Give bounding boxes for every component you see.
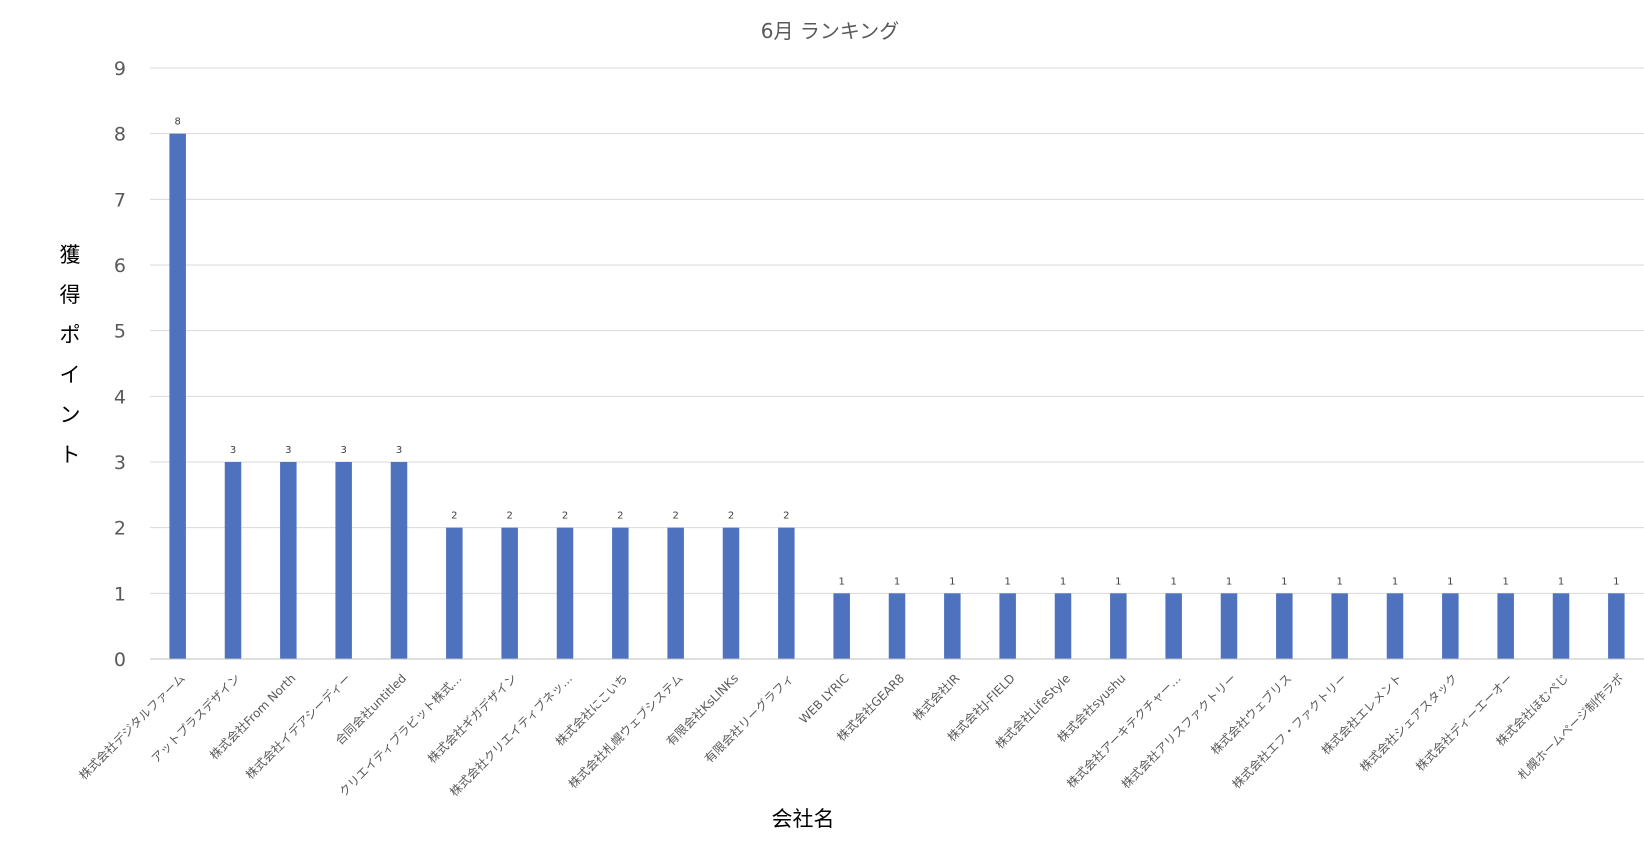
data-label: 2 bbox=[728, 511, 734, 522]
y-tick-label: 0 bbox=[114, 649, 126, 671]
y-tick-label: 2 bbox=[114, 518, 126, 540]
bar bbox=[1276, 593, 1293, 659]
data-label: 2 bbox=[451, 511, 457, 522]
data-label: 2 bbox=[617, 511, 623, 522]
bar bbox=[556, 527, 574, 659]
bar bbox=[888, 593, 906, 659]
bar bbox=[999, 593, 1016, 659]
data-label: 3 bbox=[285, 445, 291, 456]
bars bbox=[169, 133, 1625, 659]
x-tick-label: 株式会社IR bbox=[909, 671, 962, 724]
data-label: 2 bbox=[506, 511, 512, 522]
bar bbox=[778, 527, 795, 659]
data-label: 3 bbox=[396, 445, 402, 456]
data-label: 1 bbox=[838, 576, 844, 587]
data-label: 1 bbox=[1613, 576, 1619, 587]
gridlines bbox=[150, 67, 1644, 594]
x-tick-label: 札幌ホームページ制作ラボ bbox=[1514, 671, 1626, 783]
x-axis-title: 会社名 bbox=[772, 807, 835, 831]
bar bbox=[1497, 593, 1514, 659]
data-label: 8 bbox=[174, 117, 180, 128]
bar bbox=[722, 527, 740, 659]
y-axis-title: 獲得ポイント bbox=[60, 243, 81, 467]
chart-title: 6月 ランキング bbox=[761, 19, 899, 43]
bar bbox=[169, 133, 186, 659]
x-tick-label: 株式会社シェアスタック bbox=[1356, 671, 1460, 775]
data-label: 1 bbox=[1502, 576, 1508, 587]
data-label: 1 bbox=[1336, 576, 1342, 587]
y-tick-label: 4 bbox=[114, 386, 126, 408]
bar bbox=[1331, 593, 1348, 659]
data-label: 2 bbox=[783, 511, 789, 522]
y-tick-label: 9 bbox=[114, 58, 126, 80]
data-label: 1 bbox=[1226, 576, 1232, 587]
data-label: 1 bbox=[1004, 576, 1010, 587]
bar bbox=[612, 527, 629, 659]
bar bbox=[944, 593, 961, 659]
x-tick-label: 株式会社アーキテクチャー… bbox=[1063, 671, 1183, 791]
x-tick-label: 株式会社エフ・ファクトリー bbox=[1229, 671, 1350, 792]
bar bbox=[667, 527, 684, 659]
bar bbox=[1165, 593, 1182, 659]
bar bbox=[501, 527, 518, 659]
x-tick-label: WEB LYRIC bbox=[797, 671, 852, 726]
x-tick-label: 有限会社リーグラフィ bbox=[701, 671, 796, 766]
bar bbox=[390, 462, 408, 659]
bar bbox=[1054, 593, 1072, 659]
x-tick-label: 株式会社デジタルファーム bbox=[76, 671, 188, 783]
data-label: 2 bbox=[562, 511, 568, 522]
y-tick-label: 1 bbox=[114, 583, 126, 605]
bar bbox=[1386, 593, 1404, 659]
y-axis-tick-labels: 0 1 2 3 4 5 6 7 8 9 bbox=[114, 58, 126, 671]
y-tick-label: 7 bbox=[114, 189, 126, 211]
x-tick-label: 株式会社アリスファクトリー bbox=[1118, 671, 1239, 792]
data-label: 3 bbox=[230, 445, 236, 456]
data-label: 1 bbox=[1392, 576, 1398, 587]
data-label: 1 bbox=[894, 576, 900, 587]
bar bbox=[833, 593, 850, 659]
bar bbox=[1110, 593, 1127, 659]
data-label: 3 bbox=[340, 445, 346, 456]
y-tick-label: 8 bbox=[114, 124, 126, 146]
bar bbox=[446, 527, 463, 659]
data-label: 1 bbox=[1060, 576, 1066, 587]
x-tick-label: 株式会社ギガデザイン bbox=[424, 671, 519, 766]
x-tick-label: アットプラスデザイン bbox=[148, 671, 243, 766]
bar bbox=[1442, 593, 1459, 659]
x-tick-label: 株式会社札幌ウェブシステム bbox=[565, 671, 686, 792]
bar bbox=[1220, 593, 1238, 659]
x-tick-label: 株式会社ディーエーオー bbox=[1412, 671, 1515, 774]
data-label: 1 bbox=[1115, 576, 1121, 587]
bar bbox=[224, 462, 242, 659]
data-label: 1 bbox=[1558, 576, 1564, 587]
y-tick-label: 6 bbox=[114, 255, 126, 277]
data-label: 1 bbox=[1447, 576, 1453, 587]
data-label: 1 bbox=[949, 576, 955, 587]
data-labels: 8 3 3 3 3 2 2 2 2 2 2 2 1 1 1 1 1 1 1 1 1 1 1 1 1 1 1 bbox=[174, 117, 1619, 588]
x-tick-label: 株式会社イデアシーディー bbox=[242, 671, 354, 783]
y-tick-label: 5 bbox=[114, 321, 126, 343]
data-label: 1 bbox=[1170, 576, 1176, 587]
data-label: 1 bbox=[1281, 576, 1287, 587]
bar bbox=[1552, 593, 1570, 659]
y-tick-label: 3 bbox=[114, 452, 126, 474]
data-label: 2 bbox=[672, 511, 678, 522]
bar bbox=[1608, 593, 1625, 659]
bar bbox=[280, 462, 297, 659]
bar bbox=[335, 462, 352, 659]
